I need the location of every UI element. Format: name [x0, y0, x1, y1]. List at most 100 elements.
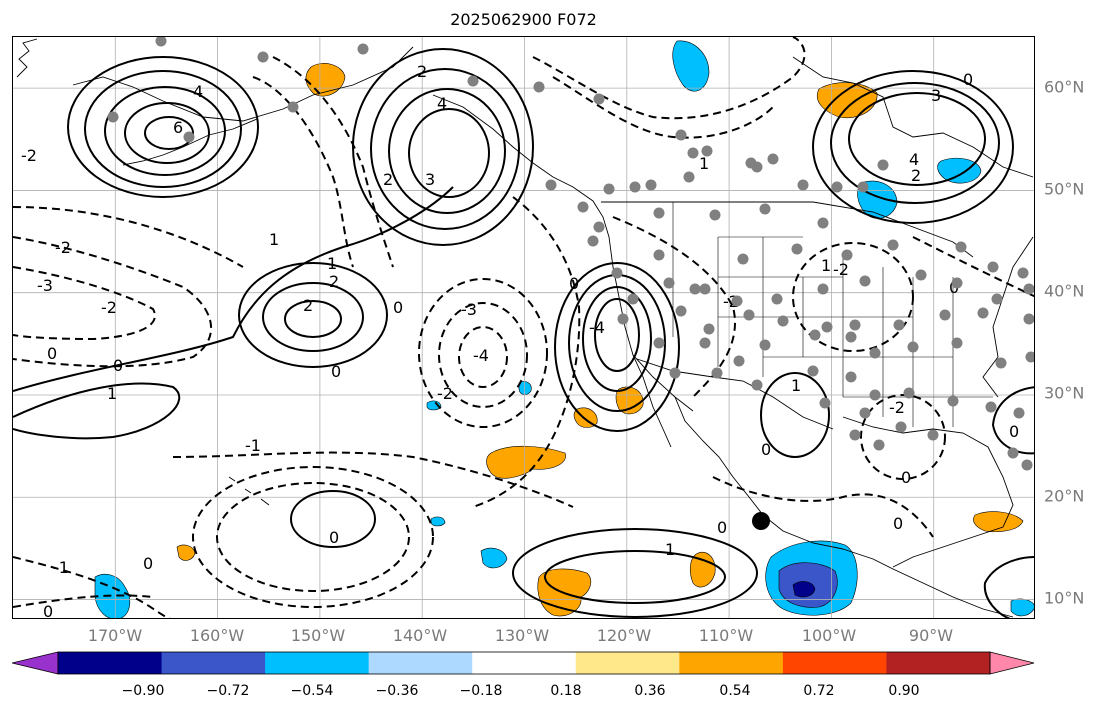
colorbar-cell	[575, 652, 680, 674]
station-marker	[817, 283, 829, 295]
contour-label: 1	[791, 376, 801, 395]
lat-label-50n: 50°N	[1044, 179, 1085, 199]
lon-label-90w: 90°W	[908, 626, 954, 645]
coastline-east	[982, 236, 1034, 398]
contour-pacific-high-3	[284, 300, 342, 338]
station-marker	[593, 93, 605, 105]
contour-label: 0	[393, 298, 403, 317]
contour-label: 0	[569, 274, 579, 293]
colorbar-tick: 0.72	[803, 683, 835, 699]
contour-label: 3	[425, 170, 435, 189]
contour-label: 0	[329, 528, 339, 547]
station-marker	[617, 313, 629, 325]
contour-label: 0	[143, 554, 153, 573]
map-panel: 6 4 3 2 4 2 2 2 1 1 0 0 0 0 1 -1 -1 -2 -2 -3 -2 -3 -4 0 -4 1 -2 -2 1…	[12, 36, 1035, 619]
station-marker	[797, 179, 809, 191]
station-marker	[771, 293, 783, 305]
fill-orange-caribbean	[973, 511, 1024, 532]
station-marker	[893, 319, 905, 331]
station-marker	[759, 203, 771, 215]
station-marker	[533, 81, 545, 93]
contour-hawaii-high	[290, 490, 376, 548]
contour-label: 0	[1009, 422, 1019, 441]
station-marker	[887, 239, 899, 251]
contour-label: 6	[173, 118, 183, 137]
station-marker	[877, 159, 889, 171]
fill-blue-hawaii	[94, 574, 131, 618]
lat-label-10n: 10°N	[1044, 588, 1085, 608]
colorbar-cell	[265, 652, 370, 674]
station-marker	[791, 243, 803, 255]
station-marker	[1025, 351, 1034, 363]
contour-zero-west	[13, 186, 454, 392]
station-marker	[817, 217, 829, 229]
contour-tropics-low-2	[13, 556, 171, 618]
contour-label: 0	[43, 602, 53, 619]
station-marker	[675, 129, 687, 141]
contour-label: 2	[417, 62, 427, 81]
station-marker	[831, 181, 843, 193]
colorbar-tick: 0.36	[634, 683, 666, 699]
station-marker	[709, 209, 721, 221]
station-marker	[587, 235, 599, 247]
contour-texas-high	[760, 372, 830, 458]
station-marker	[593, 221, 605, 233]
contour-label: 0	[47, 344, 57, 363]
station-marker	[821, 321, 833, 333]
contour-canada-west-low-2	[552, 76, 774, 139]
contour-label: -4	[473, 346, 489, 365]
contour-label: 4	[193, 82, 203, 101]
colorbar-cell	[161, 652, 266, 674]
border-us-canada	[601, 201, 974, 258]
station-marker	[701, 145, 713, 157]
contour-mexico-low	[712, 476, 934, 538]
station-marker	[653, 337, 665, 349]
fill-navy-mexico	[792, 581, 816, 598]
contour-hawaii-low-1	[192, 466, 434, 608]
colorbar-cell	[368, 652, 473, 674]
station-marker	[645, 179, 657, 191]
contour-label: -2	[55, 238, 71, 257]
colorbar-border	[57, 651, 991, 675]
station-marker	[467, 75, 479, 87]
station-marker	[845, 371, 857, 383]
contour-label: 1	[699, 154, 709, 173]
contour-canada-west-low	[532, 37, 806, 120]
coastline-hudson	[792, 56, 1034, 178]
contour-gulf-alaska-high-2	[370, 68, 520, 230]
colorbar-tick: −0.72	[206, 683, 250, 699]
colorbar-extend-low	[12, 651, 59, 675]
fill-orange-alaska	[305, 63, 346, 97]
contour-label: 4	[909, 150, 919, 169]
contour-label: -2	[437, 384, 453, 403]
contour-nw-coast-low	[472, 196, 581, 508]
lat-label-40n: 40°N	[1044, 281, 1085, 301]
contour-bering-high-5	[144, 116, 194, 150]
station-marker	[939, 309, 951, 321]
contour-pacific-low-1	[418, 278, 548, 428]
fill-orange-pacific-small	[176, 544, 196, 561]
contour-mexico-se	[983, 556, 1034, 618]
contour-plains-low	[792, 242, 914, 352]
station-marker	[603, 183, 615, 195]
contour-tropical-high-1	[512, 528, 758, 618]
lat-label-30n: 30°N	[1044, 383, 1085, 403]
contour-label: -2	[833, 260, 849, 279]
contour-hudson-high-1	[812, 70, 1014, 224]
contour-label: 0	[893, 514, 903, 533]
station-marker	[155, 37, 167, 47]
contour-label: 1	[107, 384, 117, 403]
station-marker	[287, 101, 299, 113]
station-marker	[1017, 267, 1029, 279]
station-marker	[699, 337, 711, 349]
contour-label: -3	[37, 276, 53, 295]
contour-tropical-high-2	[544, 550, 726, 604]
lon-label-130w: 130°W	[494, 626, 550, 645]
hawaii-islands	[228, 476, 270, 506]
contour-east-high	[991, 386, 1034, 455]
station-marker	[985, 401, 997, 413]
station-marker	[903, 387, 915, 399]
lon-label-160w: 160°W	[189, 626, 245, 645]
station-marker	[777, 315, 789, 327]
contour-label: 2	[383, 170, 393, 189]
